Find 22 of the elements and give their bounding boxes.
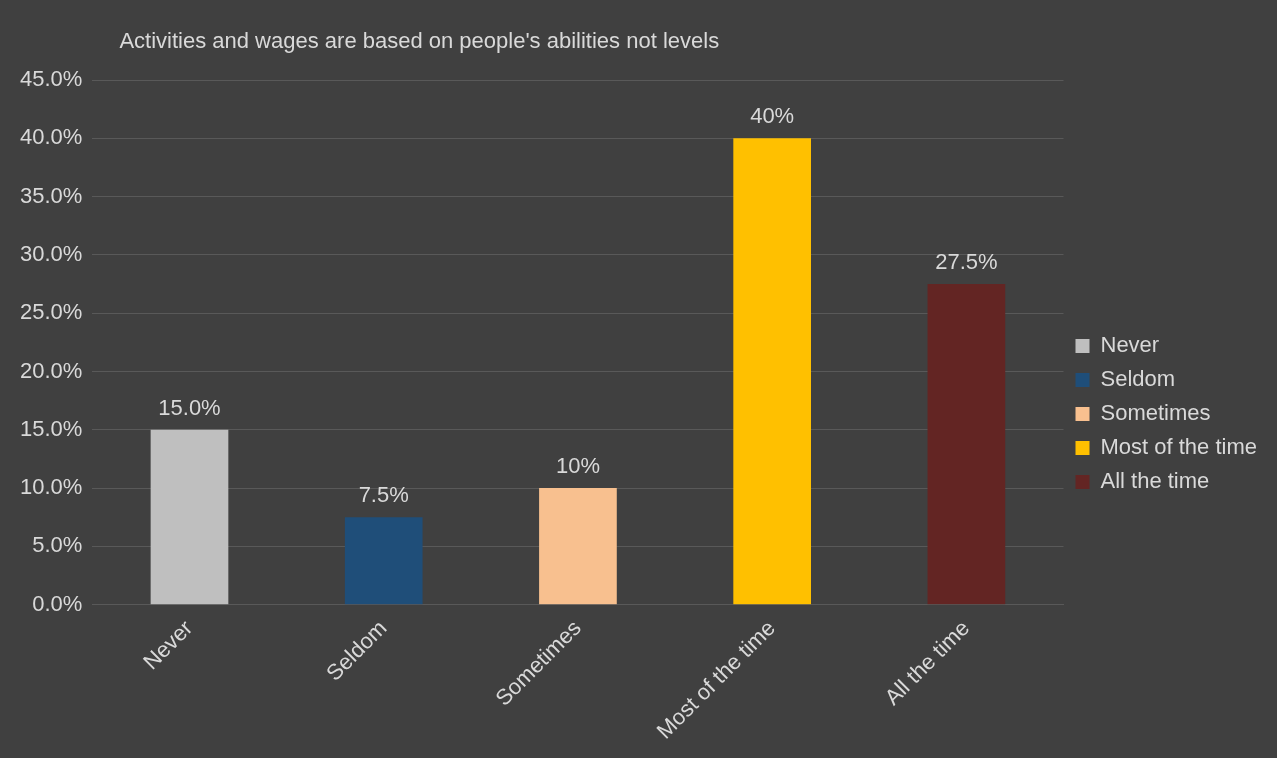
data-label: 40% [750,103,795,129]
y-tick-label: 15.0% [19,415,83,441]
y-tick-label: 45.0% [19,66,83,92]
legend-label: Most of the time [1100,434,1258,460]
y-tick-label: 35.0% [19,182,83,208]
data-label: 10% [555,453,600,479]
y-tick-label: 40.0% [19,124,83,150]
data-label: 27.5% [935,249,998,275]
legend-label: Sometimes [1100,400,1211,426]
data-label: 7.5% [358,482,409,508]
chart-title: Activities and wages are based on people's abilities not levels [119,28,720,54]
y-tick-label: 25.0% [19,299,83,325]
legend-label: Seldom [1100,366,1176,392]
y-tick-label: 5.0% [32,532,83,558]
data-label: 15.0% [158,394,221,420]
legend-label: All the time [1100,468,1210,494]
legend-label: Never [1100,332,1160,358]
y-tick-label: 20.0% [19,357,83,383]
y-tick-label: 0.0% [32,590,83,616]
y-tick-label: 10.0% [19,474,83,500]
y-tick-label: 30.0% [19,240,83,266]
x-tick-label: All the time [879,615,975,710]
